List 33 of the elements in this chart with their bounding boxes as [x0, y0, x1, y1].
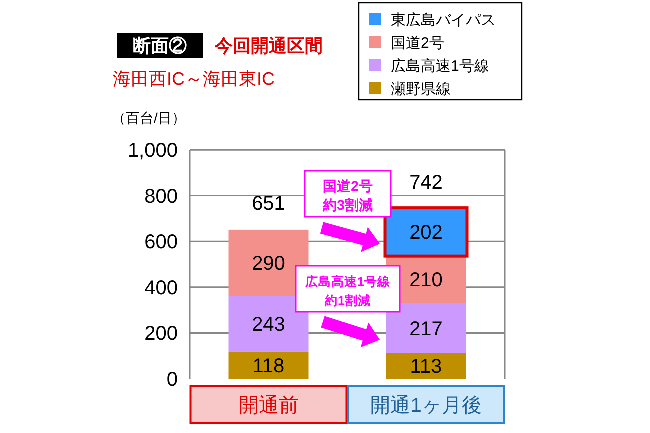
- y-tick-label: 600: [144, 232, 178, 254]
- x-tick-label: 開通1ヶ月後: [370, 395, 482, 417]
- chart-subtitle: 今回開通区間: [214, 36, 323, 56]
- y-tick-label: 0: [166, 369, 178, 391]
- y-axis-title: （百台/日）: [112, 110, 186, 126]
- annotation: 国道2号: [323, 178, 373, 194]
- legend-label: 広島高速1号線: [391, 58, 490, 75]
- chart-title: 断面②: [133, 36, 187, 56]
- total-label: 742: [410, 172, 443, 194]
- annotation: 約3割減: [322, 197, 373, 213]
- legend-label: 国道2号: [391, 35, 444, 52]
- legend-label: 瀬野県線: [391, 81, 451, 98]
- bar: [228, 296, 309, 352]
- y-tick-label: 400: [144, 277, 178, 300]
- text: 海田西IC～海田東IC: [113, 69, 275, 89]
- legend-label: 東広島バイパス: [391, 12, 496, 29]
- bar: [228, 352, 309, 379]
- y-tick-label: 200: [144, 323, 178, 346]
- y-tick-label: 1,000: [128, 140, 178, 162]
- bar: [386, 303, 466, 354]
- y-tick-label: 800: [144, 186, 178, 208]
- data-label: 210: [410, 269, 443, 292]
- data-label: 113: [410, 356, 442, 378]
- data-label: 118: [252, 355, 285, 378]
- total-label: 651: [252, 192, 286, 215]
- x-tick-label: 開通前: [238, 395, 299, 417]
- data-label: 202: [410, 222, 443, 244]
- bar: [386, 353, 466, 379]
- data-label: 290: [252, 253, 286, 276]
- data-label: 243: [252, 314, 286, 336]
- annotation: 広島高速1号線: [304, 274, 392, 289]
- data-label: 217: [410, 318, 443, 340]
- annotation: 約1割減: [324, 293, 371, 308]
